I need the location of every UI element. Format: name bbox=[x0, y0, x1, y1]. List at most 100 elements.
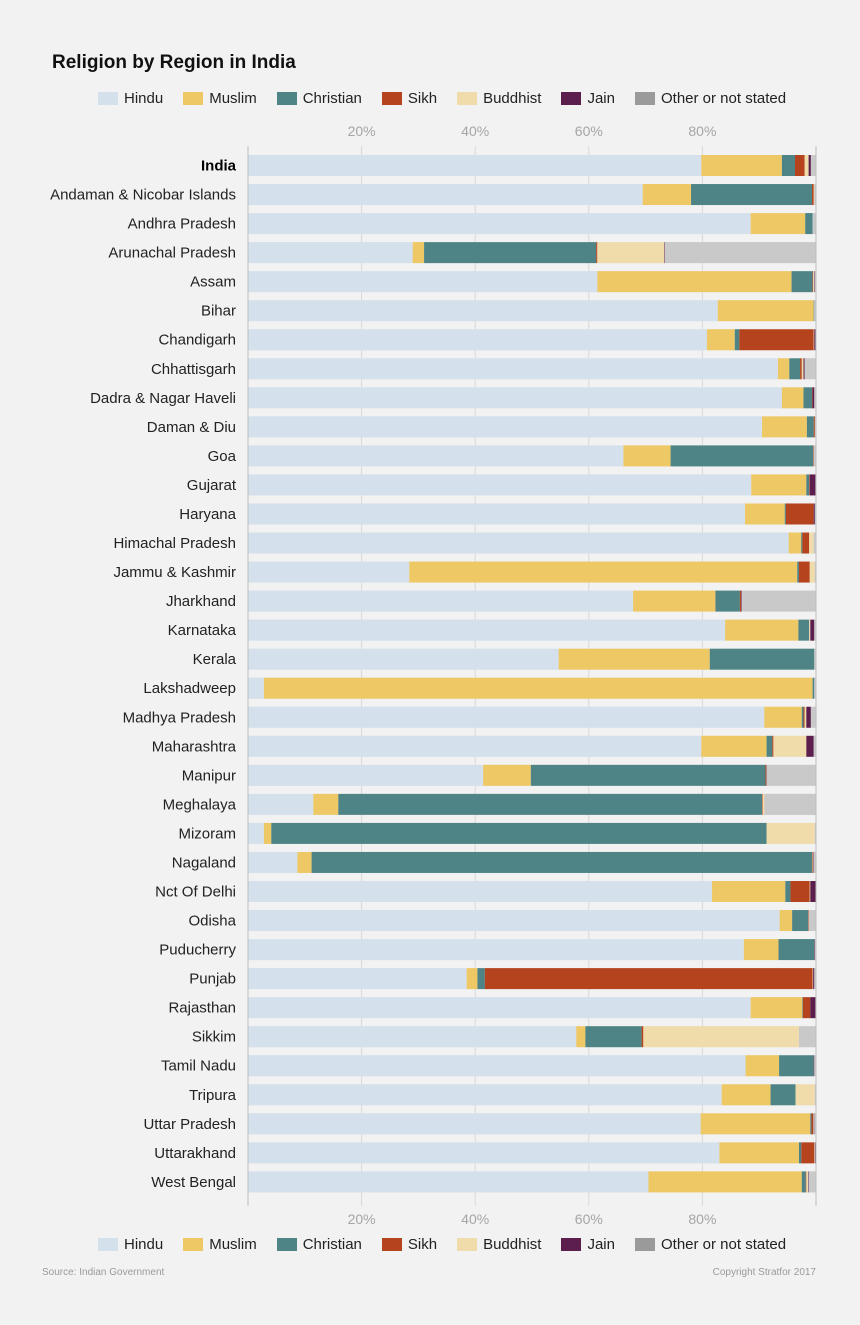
bar-segment-christian bbox=[810, 1113, 812, 1135]
bar-segment-buddhist bbox=[813, 184, 815, 206]
x-tick-label-top: 60% bbox=[575, 123, 603, 139]
category-label: India bbox=[201, 158, 237, 175]
bar-segment-other-or-not-stated bbox=[814, 184, 816, 206]
bar-segment-christian bbox=[802, 997, 803, 1019]
bar-segment-other-or-not-stated bbox=[814, 503, 816, 525]
bar-segment-christian bbox=[770, 1084, 796, 1106]
bar-segment-other-or-not-stated bbox=[814, 1055, 816, 1077]
bar-segment-muslim bbox=[750, 213, 806, 235]
bar-segment-sikh bbox=[785, 503, 814, 525]
bar-segment-jain bbox=[813, 1055, 815, 1077]
category-label: Chhattisgarh bbox=[151, 361, 236, 378]
bar-segment-other-or-not-stated bbox=[814, 619, 816, 641]
bar-segment-buddhist bbox=[809, 532, 814, 554]
bar-segment-sikh bbox=[772, 735, 774, 757]
bar-segment-other-or-not-stated bbox=[664, 242, 816, 264]
category-label: Himachal Pradesh bbox=[113, 535, 236, 552]
bar-segment-christian bbox=[424, 242, 597, 264]
category-label: Punjab bbox=[189, 971, 236, 988]
bar-segment-muslim bbox=[558, 648, 710, 670]
bar-segment-muslim bbox=[779, 910, 793, 932]
bar-segment-hindu bbox=[248, 997, 751, 1019]
bar-segment-christian bbox=[798, 619, 810, 641]
bar-segment-hindu bbox=[248, 329, 707, 351]
legend-top-item-hindu: Hindu bbox=[98, 90, 163, 107]
bar-segment-other-or-not-stated bbox=[814, 300, 816, 322]
legend-top-item-muslim: Muslim bbox=[183, 90, 257, 107]
legend-label: Sikh bbox=[407, 89, 438, 107]
category-label: Nct Of Delhi bbox=[155, 884, 236, 901]
bar-segment-other-or-not-stated bbox=[764, 793, 816, 815]
bar-segment-sikh bbox=[762, 793, 763, 815]
bar-segment-buddhist bbox=[814, 1142, 815, 1164]
legend-label: Jain bbox=[587, 1235, 615, 1253]
legend-label: Christian bbox=[302, 89, 362, 107]
bar-segment-hindu bbox=[248, 532, 789, 554]
bar-segment-jain bbox=[664, 242, 665, 264]
bar-segment-other-or-not-stated bbox=[813, 735, 816, 757]
legend-top-item-christian: Christian bbox=[276, 89, 362, 107]
bar-segment-christian bbox=[766, 735, 773, 757]
bar-segment-muslim bbox=[721, 1084, 771, 1106]
legend-top-item-jain: Jain bbox=[561, 90, 615, 107]
bar-segment-buddhist bbox=[762, 793, 765, 815]
legend-swatch bbox=[634, 1237, 655, 1251]
legend-bottom: Hindu Muslim Christian Sikh Buddhist Jain Othe… bbox=[98, 1234, 806, 1254]
bar-segment-buddhist bbox=[795, 1084, 815, 1106]
x-tick-label-bottom: 80% bbox=[688, 1211, 716, 1227]
bar-segment-jain bbox=[810, 881, 816, 902]
category-label: Lakshadweep bbox=[143, 680, 236, 697]
bar-segment-sikh bbox=[641, 1026, 644, 1048]
bar-segment-buddhist bbox=[804, 155, 809, 176]
bar-segment-jain bbox=[766, 764, 768, 786]
bar-segment-sikh bbox=[765, 764, 767, 786]
bar-segment-sikh bbox=[811, 1113, 814, 1135]
bar-segment-jain bbox=[814, 271, 815, 293]
category-label: Nagaland bbox=[172, 854, 236, 871]
bar-segment-christian bbox=[477, 968, 485, 990]
legend-label: Muslim bbox=[209, 1235, 257, 1253]
bar-segment-sikh bbox=[739, 590, 742, 612]
bar-segment-jain bbox=[810, 997, 816, 1019]
category-label: Goa bbox=[208, 448, 237, 465]
bar-segment-muslim bbox=[576, 1026, 586, 1048]
bar-segment-hindu bbox=[248, 561, 410, 583]
bar-segment-other-or-not-stated bbox=[814, 1084, 816, 1106]
legend-swatch bbox=[276, 1237, 297, 1251]
category-label: Andaman & Nicobar Islands bbox=[50, 187, 236, 204]
bar-segment-buddhist bbox=[597, 242, 665, 264]
legend-bottom-item-jain: Jain bbox=[561, 1236, 615, 1253]
bar-segment-hindu bbox=[248, 155, 702, 176]
bar-segment-hindu bbox=[248, 242, 413, 264]
bar-segment-sikh bbox=[803, 706, 805, 728]
bar-segment-other-or-not-stated bbox=[810, 706, 817, 728]
x-tick-label-top: 80% bbox=[688, 123, 716, 139]
bar-segment-christian bbox=[813, 300, 815, 322]
bar-segment-hindu bbox=[248, 648, 559, 670]
bar-segment-hindu bbox=[248, 387, 782, 409]
bar-segment-christian bbox=[779, 1055, 814, 1077]
x-tick-label-bottom: 60% bbox=[575, 1211, 603, 1227]
legend-swatch bbox=[457, 91, 478, 105]
bar-segment-sikh bbox=[800, 358, 802, 380]
legend-label: Hindu bbox=[124, 89, 164, 107]
bar-segment-other-or-not-stated bbox=[814, 939, 816, 961]
bar-segment-other-or-not-stated bbox=[814, 271, 816, 293]
bar-segment-jain bbox=[812, 387, 815, 409]
bar-segment-hindu bbox=[248, 1113, 701, 1135]
bar-segment-sikh bbox=[812, 387, 813, 409]
legend-swatch bbox=[561, 1237, 582, 1251]
bar-segment-buddhist bbox=[809, 881, 811, 902]
bar-segment-other-or-not-stated bbox=[741, 590, 816, 612]
bar-segment-hindu bbox=[248, 910, 780, 932]
bar-segment-jain bbox=[813, 1113, 815, 1135]
bar-segment-christian bbox=[798, 1142, 802, 1164]
bar-segment-sikh bbox=[802, 997, 811, 1019]
bar-segment-sikh bbox=[809, 474, 810, 496]
category-label: Manipur bbox=[182, 767, 236, 784]
bar-segment-muslim bbox=[764, 706, 802, 728]
bar-segment-hindu bbox=[248, 271, 598, 293]
category-label: Gujarat bbox=[187, 477, 237, 494]
legend-label: Muslim bbox=[209, 89, 257, 107]
bar-segment-hindu bbox=[248, 735, 702, 757]
